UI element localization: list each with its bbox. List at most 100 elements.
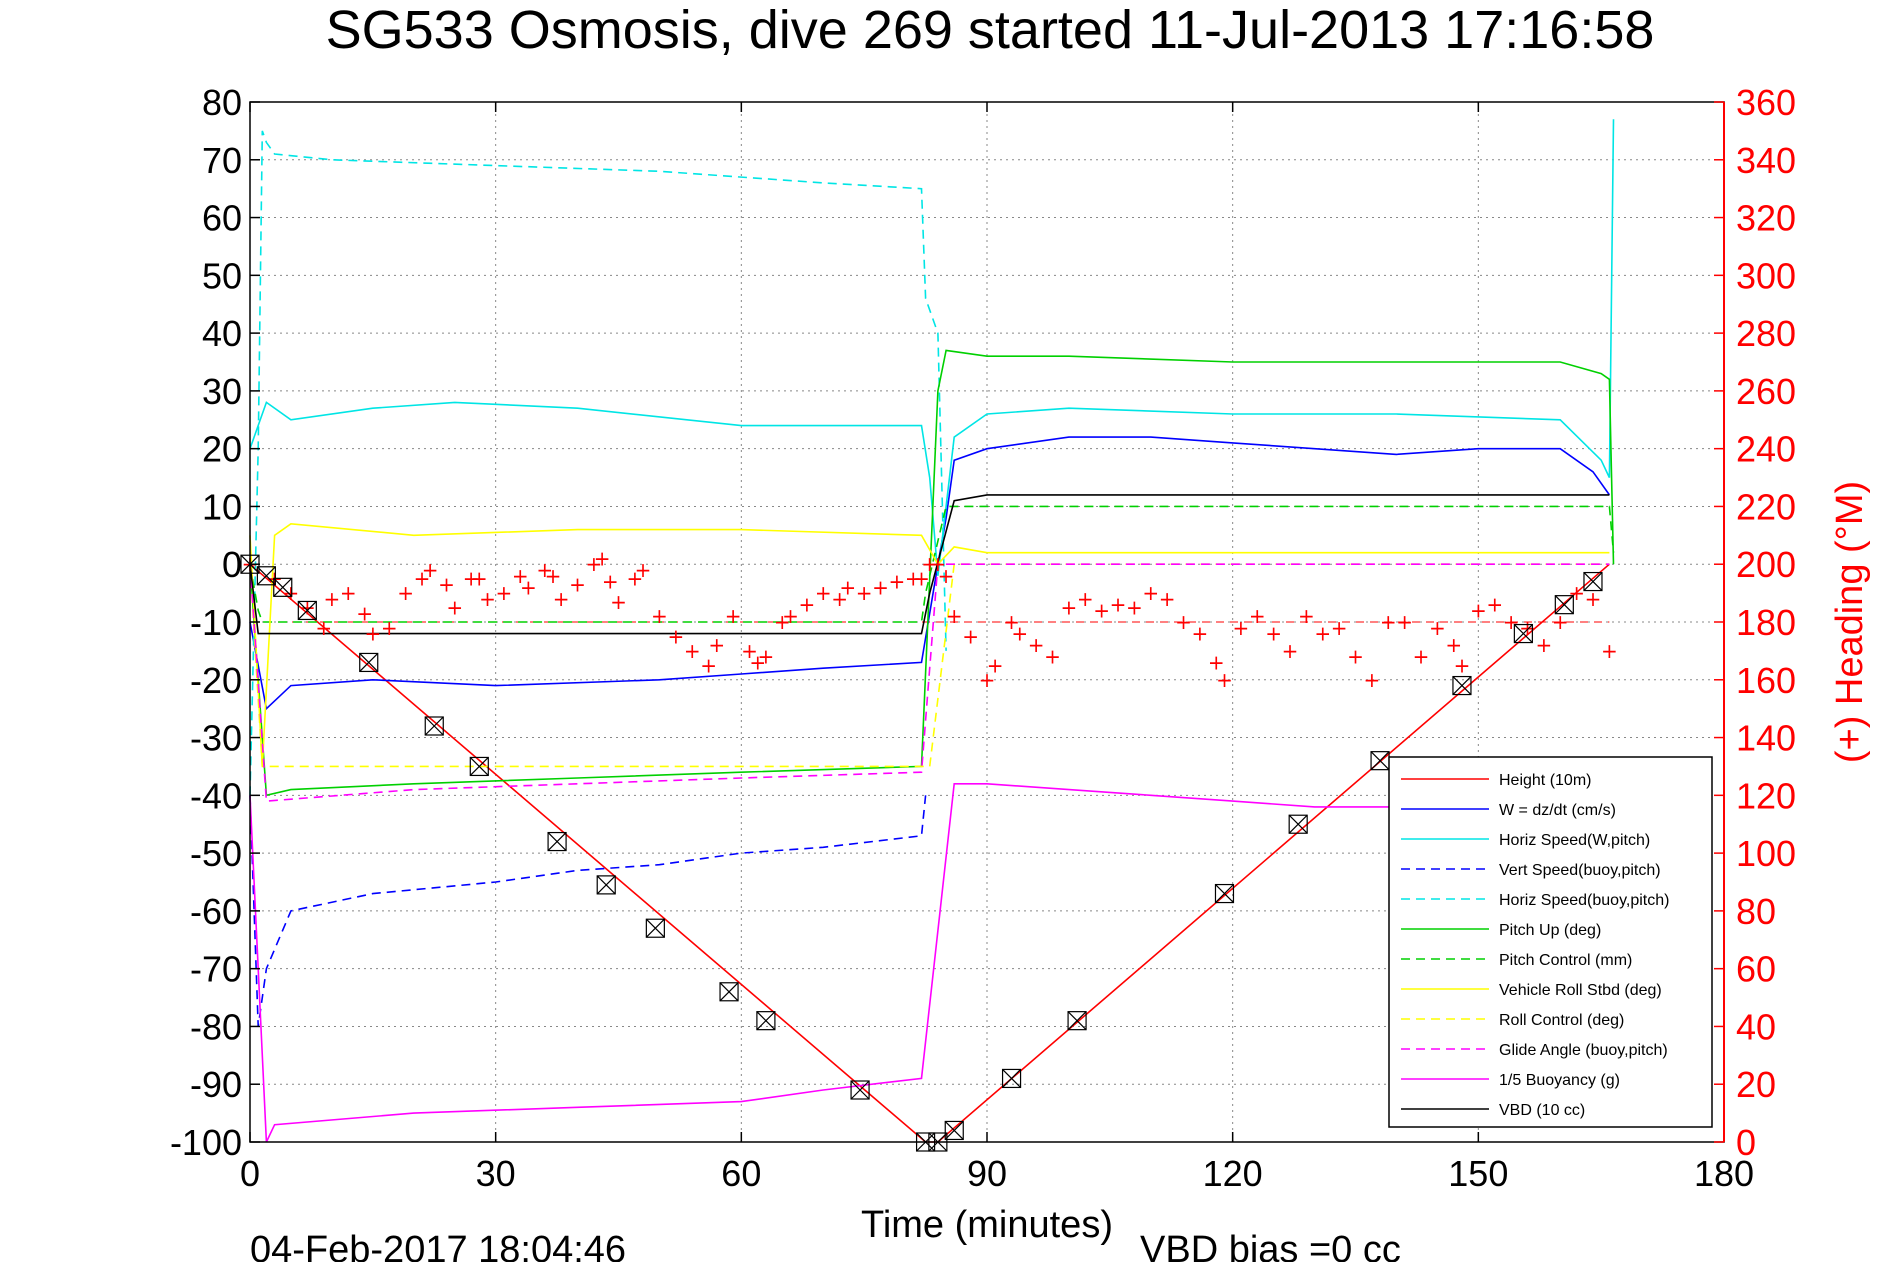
heading-point: + xyxy=(921,552,938,576)
marker-box xyxy=(547,831,567,852)
y2-tick-label: 320 xyxy=(1736,198,1796,239)
series-line-horiz_w xyxy=(249,119,1615,576)
heading-point: + xyxy=(381,616,398,640)
heading-point: + xyxy=(1028,633,1045,657)
legend-label-vbd: VBD (10 cc) xyxy=(1499,1102,1585,1119)
heading-point: + xyxy=(553,587,570,611)
sample-marker xyxy=(1288,814,1308,834)
y2-tick-label: 340 xyxy=(1736,140,1796,181)
y2-tick-label: 120 xyxy=(1736,775,1796,816)
heading-point: + xyxy=(1552,610,1569,634)
heading-point: + xyxy=(626,567,643,591)
heading-point: + xyxy=(1535,633,1552,657)
y2-tick-label: 260 xyxy=(1736,371,1796,412)
heading-point: + xyxy=(414,567,431,591)
heading-point: + xyxy=(315,616,332,640)
marker-box xyxy=(645,918,665,938)
heading-point: + xyxy=(987,653,1004,677)
sample-marker xyxy=(850,1080,870,1100)
heading-point: + xyxy=(1363,668,1380,692)
y2-tick-label: 240 xyxy=(1736,429,1796,470)
heading-point: + xyxy=(594,546,611,570)
marker-box xyxy=(256,566,276,586)
x-tick-label: 120 xyxy=(1203,1153,1263,1194)
heading-point: + xyxy=(708,633,725,657)
heading-point: + xyxy=(438,572,455,596)
heading-point: + xyxy=(463,567,480,591)
y2-tick-label: 200 xyxy=(1736,544,1796,585)
heading-point: + xyxy=(725,604,742,628)
heading-point: + xyxy=(1192,622,1209,646)
sample-marker xyxy=(645,918,665,938)
y2-tick-label: 360 xyxy=(1736,82,1796,123)
heading-point: + xyxy=(1232,616,1249,640)
marker-box xyxy=(359,652,379,673)
series-line-pitch xyxy=(249,349,1615,797)
y-tick-label: -30 xyxy=(190,718,242,759)
marker-box xyxy=(1452,675,1472,696)
heading-point: + xyxy=(798,593,815,617)
heading-point: + xyxy=(1519,616,1536,640)
heading-point: + xyxy=(1282,639,1299,663)
marker-box xyxy=(1214,883,1235,904)
footer-date: 04-Feb-2017 18:04:46 xyxy=(250,1229,626,1262)
y-tick-label: -80 xyxy=(190,1006,242,1047)
marker-box xyxy=(719,982,739,1002)
legend-label-buoy: 1/5 Buoyancy (g) xyxy=(1499,1072,1620,1089)
heading-point: + xyxy=(1314,622,1331,646)
y-tick-label: -60 xyxy=(190,891,242,932)
sample-marker xyxy=(256,566,276,586)
marker-cross xyxy=(1215,884,1234,903)
heading-point: + xyxy=(536,558,553,582)
marker-cross xyxy=(1583,572,1603,591)
heading-point: + xyxy=(1044,645,1061,669)
heading-point: + xyxy=(839,575,856,599)
heading-point: + xyxy=(1175,610,1192,634)
legend-label-height: Height (10m) xyxy=(1499,772,1591,789)
heading-point: + xyxy=(1380,610,1397,634)
series-line-vert_buoy xyxy=(249,795,927,1027)
heading-markers: ++++++ +++ +++++++++ ++++++++++++++++++++++… xyxy=(242,546,1618,691)
marker-cross xyxy=(273,577,293,597)
footer-vbd-bias: VBD bias =0 cc xyxy=(1140,1229,1401,1262)
sample-marker xyxy=(944,1120,964,1141)
heading-point: + xyxy=(889,570,906,594)
heading-point: + xyxy=(741,639,758,663)
sample-marker xyxy=(1452,675,1472,696)
y2-tick-label: 100 xyxy=(1736,833,1796,874)
sample-marker xyxy=(1214,883,1235,904)
marker-cross xyxy=(256,566,276,586)
series-line-pitch_ctl xyxy=(249,505,1615,623)
marker-cross xyxy=(469,757,489,776)
y2-tick-label: 160 xyxy=(1736,660,1796,701)
marker-box xyxy=(944,1120,964,1141)
y-tick-label: 40 xyxy=(202,313,242,354)
heading-point: + xyxy=(1503,610,1520,634)
y-tick-label: 70 xyxy=(202,140,242,181)
heading-point: + xyxy=(1061,596,1078,620)
axes: 0 30 60 90 120 150 180-100-90-80-70-60-50-40-3… xyxy=(170,82,1796,1194)
heading-point: + xyxy=(1003,610,1020,634)
heading-point: + xyxy=(364,622,381,646)
heading-point: + xyxy=(471,567,488,591)
legend-box xyxy=(1388,756,1713,1128)
marker-box xyxy=(1554,595,1574,615)
heading-point: + xyxy=(758,645,775,669)
marker-cross xyxy=(719,982,739,1002)
y-tick-label: -50 xyxy=(190,833,242,874)
heading-point: + xyxy=(1159,587,1176,611)
heading-point: + xyxy=(979,668,996,692)
sample-marker xyxy=(719,982,739,1002)
heading-point: + xyxy=(283,581,300,605)
heading-point: + xyxy=(1216,668,1233,692)
heading-point: + xyxy=(1486,593,1503,617)
heading-point: + xyxy=(602,570,619,594)
marker-box xyxy=(297,600,317,621)
y-tick-label: 50 xyxy=(202,255,242,296)
heading-point: + xyxy=(929,552,946,576)
y2-tick-label: 140 xyxy=(1736,718,1796,759)
legend-label-pitch: Pitch Up (deg) xyxy=(1499,922,1601,939)
heading-point: + xyxy=(1601,639,1618,663)
heading-point: + xyxy=(815,581,832,605)
y2-tick-label: 180 xyxy=(1736,602,1796,643)
